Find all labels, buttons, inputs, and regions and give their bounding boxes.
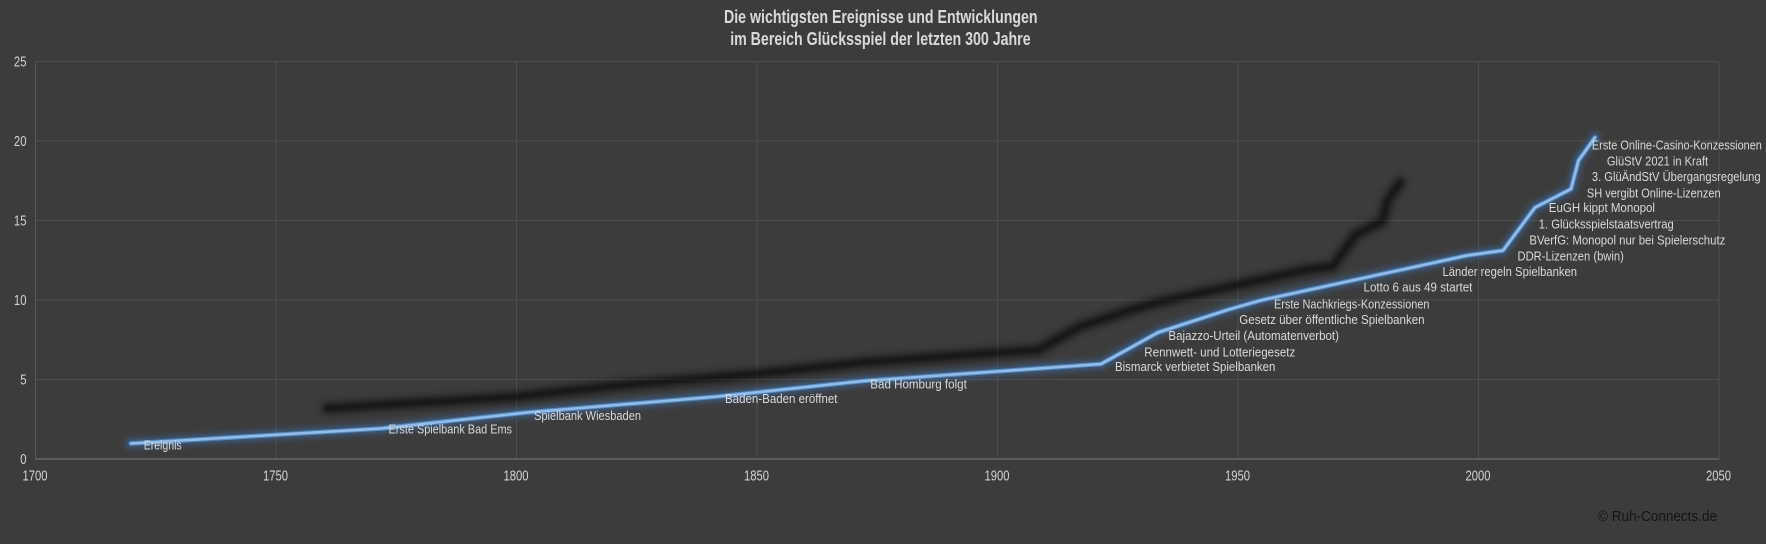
- svg-text:10: 10: [14, 293, 27, 309]
- svg-text:1. Glücksspielstaatsvertrag: 1. Glücksspielstaatsvertrag: [1539, 218, 1674, 232]
- svg-text:1950: 1950: [1225, 469, 1250, 485]
- svg-text:SH vergibt Online-Lizenzen: SH vergibt Online-Lizenzen: [1587, 186, 1721, 200]
- svg-text:1700: 1700: [23, 469, 48, 485]
- svg-text:2050: 2050: [1706, 469, 1731, 485]
- svg-text:BVerfG: Monopol nur bei Spiele: BVerfG: Monopol nur bei Spielerschutz: [1529, 234, 1725, 248]
- svg-text:DDR-Lizenzen (bwin): DDR-Lizenzen (bwin): [1518, 250, 1624, 264]
- svg-text:Rennwett- und Lotteriegesetz: Rennwett- und Lotteriegesetz: [1144, 345, 1295, 359]
- svg-text:1750: 1750: [263, 469, 288, 485]
- svg-text:Länder regeln Spielbanken: Länder regeln Spielbanken: [1443, 265, 1578, 279]
- svg-text:im Bereich Glücksspiel der let: im Bereich Glücksspiel der letzten 300 J…: [730, 28, 1030, 49]
- svg-text:Die wichtigsten Ereignisse und: Die wichtigsten Ereignisse und Entwicklu…: [724, 6, 1038, 27]
- svg-text:Bismarck verbietet Spielbanken: Bismarck verbietet Spielbanken: [1115, 360, 1275, 374]
- svg-text:25: 25: [14, 55, 27, 71]
- svg-text:15: 15: [14, 214, 27, 230]
- svg-text:Lotto 6 aus 49 startet: Lotto 6 aus 49 startet: [1364, 280, 1473, 294]
- svg-text:GlüStV 2021 in Kraft: GlüStV 2021 in Kraft: [1607, 155, 1709, 169]
- svg-text:2000: 2000: [1466, 469, 1491, 485]
- svg-text:Spielbank Wiesbaden: Spielbank Wiesbaden: [534, 409, 641, 423]
- svg-text:Gesetz über öffentliche Spielb: Gesetz über öffentliche Spielbanken: [1239, 313, 1424, 327]
- svg-text:Bajazzo-Urteil (Automatenverbo: Bajazzo-Urteil (Automatenverbot): [1168, 329, 1339, 343]
- svg-text:Baden-Baden eröffnet: Baden-Baden eröffnet: [725, 392, 838, 406]
- svg-text:Ereignis: Ereignis: [144, 438, 182, 452]
- svg-text:0: 0: [20, 452, 26, 468]
- svg-text:Erste Online-Casino-Konzession: Erste Online-Casino-Konzessionen: [1592, 139, 1762, 153]
- svg-text:EuGH kippt Monopol: EuGH kippt Monopol: [1549, 201, 1655, 215]
- svg-text:1850: 1850: [744, 469, 769, 485]
- svg-text:Erste Nachkriegs-Konzessionen: Erste Nachkriegs-Konzessionen: [1274, 297, 1430, 311]
- svg-text:© Ruh-Connects.de: © Ruh-Connects.de: [1598, 509, 1717, 525]
- svg-text:3. GlüÄndStV Übergangsregelung: 3. GlüÄndStV Übergangsregelung: [1592, 170, 1761, 184]
- svg-text:1800: 1800: [504, 469, 529, 485]
- svg-text:Bad Homburg folgt: Bad Homburg folgt: [870, 377, 967, 391]
- svg-text:Erste Spielbank Bad Ems: Erste Spielbank Bad Ems: [389, 423, 513, 437]
- svg-text:5: 5: [20, 373, 26, 389]
- svg-text:20: 20: [14, 134, 27, 150]
- svg-text:1900: 1900: [985, 469, 1010, 485]
